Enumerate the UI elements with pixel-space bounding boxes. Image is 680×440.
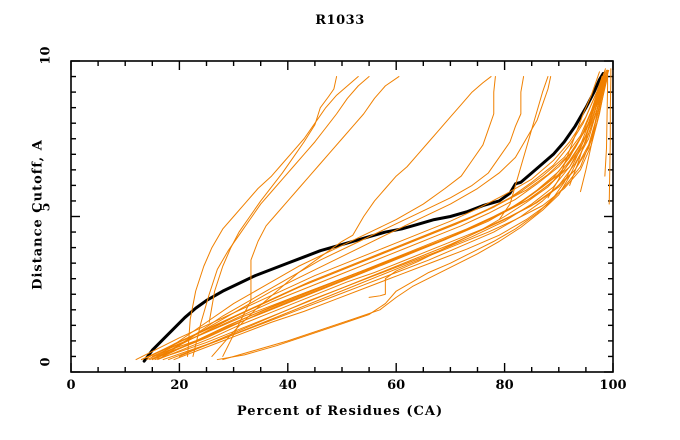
- y-axis-title: Distance Cutoff, A: [30, 139, 46, 290]
- series-line-model-bundle-9: [154, 76, 609, 361]
- data-series-group: [135, 68, 612, 363]
- plot-frame: [70, 60, 614, 373]
- series-line-reference-black: [142, 71, 605, 363]
- series-line-model-bundle-8: [162, 72, 609, 361]
- series-line-model-mid-2: [151, 76, 496, 361]
- series-line-model-bundle-7: [157, 76, 607, 361]
- series-line-model-mid-4: [159, 76, 552, 359]
- series-line-model-right-vertical-2: [608, 68, 612, 205]
- series-line-model-bundle-11: [168, 72, 609, 361]
- series-line-model-tail-2: [498, 76, 549, 221]
- x-tick-label-60: 60: [387, 378, 406, 393]
- series-line-model-tail-5: [579, 68, 606, 193]
- series-line-model-bundle-13: [157, 69, 607, 357]
- series-line-model-tail-1: [368, 72, 606, 298]
- plot-border: [70, 60, 614, 373]
- series-line-model-bundle-3: [146, 76, 606, 361]
- x-tick-label-40: 40: [278, 378, 297, 393]
- x-tick-label-0: 0: [66, 378, 76, 393]
- series-line-model-bundle-1: [135, 76, 603, 361]
- x-tick-label-80: 80: [495, 378, 514, 393]
- page-title: R1033: [315, 13, 365, 28]
- x-tick-label-20: 20: [170, 378, 189, 393]
- series-line-model-bundle-14: [178, 72, 609, 357]
- series-line-model-low-2: [222, 79, 606, 361]
- series-line-model-steep-1: [208, 76, 338, 323]
- series-line-model-right-vertical-1: [604, 69, 609, 177]
- series-line-model-steep-2: [187, 76, 359, 357]
- series-line-model-mid-3: [157, 76, 525, 359]
- series-line-model-bundle-16: [151, 69, 609, 357]
- series-line-model-steep-4: [222, 76, 400, 357]
- x-axis-title: Percent of Residues (CA): [236, 404, 444, 419]
- series-line-model-bundle-10: [146, 69, 609, 359]
- series-line-model-tail-3: [547, 71, 600, 199]
- x-tick-label-100: 100: [599, 378, 627, 393]
- series-line-model-steep-3: [192, 76, 370, 357]
- axis-ticks: [70, 60, 614, 373]
- y-tick-label-10: 10: [38, 46, 54, 65]
- series-line-model-low-1: [216, 76, 603, 361]
- series-line-model-bundle-12: [173, 69, 610, 361]
- y-tick-label-0: 0: [38, 357, 54, 367]
